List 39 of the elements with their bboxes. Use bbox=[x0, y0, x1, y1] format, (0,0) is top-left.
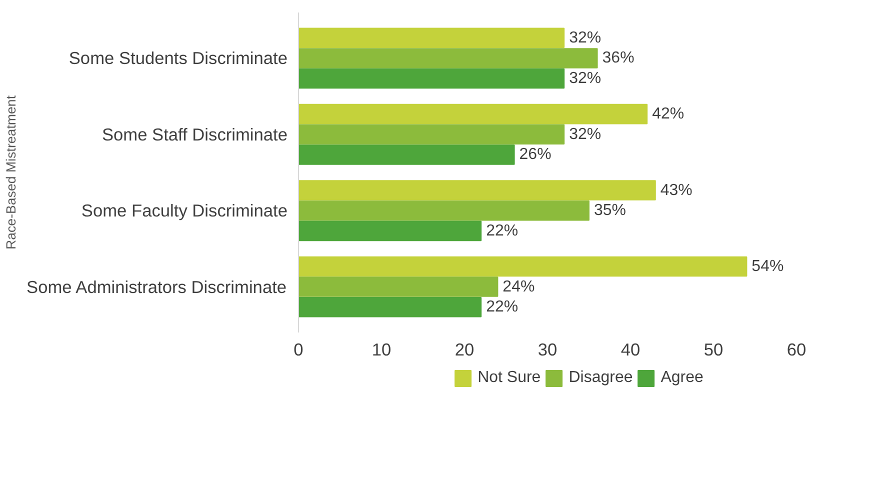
data-label: 22% bbox=[486, 222, 518, 240]
legend-label: Disagree bbox=[568, 369, 633, 387]
data-label: 42% bbox=[652, 106, 684, 123]
bar bbox=[298, 68, 565, 89]
data-label: 24% bbox=[502, 278, 535, 296]
data-label: 43% bbox=[660, 182, 692, 199]
legend-label: Agree bbox=[660, 369, 704, 387]
data-label: 54% bbox=[752, 258, 784, 275]
bar bbox=[298, 48, 598, 68]
x-tick-label: 20 bbox=[454, 340, 474, 360]
data-label: 35% bbox=[594, 202, 626, 220]
x-tick-label: 10 bbox=[372, 340, 392, 360]
y-tick-label: Some Faculty Discriminate bbox=[81, 200, 288, 221]
bar bbox=[298, 124, 565, 145]
data-label: 32% bbox=[569, 126, 602, 143]
x-tick-label: 60 bbox=[786, 340, 806, 360]
data-label: 32% bbox=[569, 29, 602, 46]
y-tick-label: Some Administrators Discriminate bbox=[26, 276, 287, 297]
bar bbox=[298, 296, 482, 318]
bar bbox=[298, 276, 498, 297]
bar bbox=[298, 28, 565, 48]
y-tick-label: Some Staff Discriminate bbox=[102, 124, 288, 144]
data-label: 26% bbox=[519, 146, 552, 164]
x-tick-label: 40 bbox=[620, 340, 640, 360]
data-label: 36% bbox=[602, 50, 634, 67]
bar bbox=[298, 220, 482, 242]
x-tick-label: 30 bbox=[538, 340, 558, 360]
x-tick-label: 50 bbox=[704, 340, 724, 360]
bar bbox=[298, 200, 590, 221]
bar bbox=[298, 144, 515, 165]
bar bbox=[298, 104, 648, 124]
y-axis-title: Race-Based Mistreatment bbox=[4, 95, 19, 250]
x-tick-label: 0 bbox=[294, 340, 304, 360]
y-tick-label: Some Students Discriminate bbox=[68, 48, 288, 68]
data-label: 32% bbox=[569, 70, 602, 88]
legend-label: Not Sure bbox=[478, 369, 541, 387]
data-label: 22% bbox=[486, 298, 518, 316]
bar bbox=[298, 180, 656, 200]
bar bbox=[298, 256, 748, 277]
